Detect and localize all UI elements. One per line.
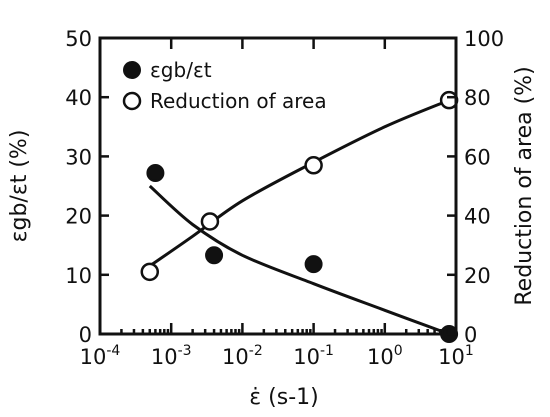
y-right-tick-label: 0 xyxy=(464,323,477,347)
legend-label-series-2: Reduction of area xyxy=(150,89,327,113)
legend-marker-filled xyxy=(123,61,141,79)
x-tick-label: 10-3 xyxy=(151,343,192,369)
y-axis-title-right: Reduction of area (%) xyxy=(512,66,537,305)
y-left-tick-label: 40 xyxy=(65,86,92,110)
data-point-series-1 xyxy=(146,163,165,182)
y-right-tick-label: 100 xyxy=(464,27,504,51)
trend-line-series-1 xyxy=(148,184,450,336)
data-point-series-1 xyxy=(304,255,323,274)
x-tick-label: 10-4 xyxy=(80,343,121,369)
data-points xyxy=(140,90,459,343)
legend-label-series-1: εgb/εt xyxy=(150,58,212,82)
data-point-series-2 xyxy=(200,212,220,231)
y-left-tick-label: 50 xyxy=(65,27,92,51)
y-right-tick-label: 20 xyxy=(464,264,491,288)
y-left-tick-label: 10 xyxy=(65,264,92,288)
legend: εgb/εt Reduction of area xyxy=(122,58,327,113)
y-right-tick-label: 80 xyxy=(464,86,491,110)
x-tick-label: 10-2 xyxy=(222,343,263,369)
y-right-tick-label: 60 xyxy=(464,145,491,169)
x-tick-label: 10-1 xyxy=(293,343,334,369)
y-left-tick-label: 0 xyxy=(79,323,92,347)
trend-curves xyxy=(148,98,450,336)
y-right-tick-label: 40 xyxy=(464,205,491,229)
axis-ticks xyxy=(98,36,458,336)
tick-labels: 0 10 20 30 40 50 0 20 40 60 80 100 10-4 10-3 10-2 10-1 1… xyxy=(65,27,504,369)
y-left-tick-label: 30 xyxy=(65,145,92,169)
x-tick-label: 101 xyxy=(438,343,474,369)
data-point-series-2 xyxy=(140,262,160,282)
trend-line-series-2 xyxy=(148,98,450,268)
x-tick-label: 100 xyxy=(367,343,403,369)
data-point-series-1 xyxy=(205,246,224,265)
data-point-series-2 xyxy=(304,156,323,175)
y-axis-title-left: εgb/εt (%) xyxy=(7,130,32,243)
x-axis-title: ε̇ (s-1) xyxy=(249,385,318,410)
plot-frame xyxy=(98,36,458,336)
y-left-tick-label: 20 xyxy=(65,205,92,229)
legend-marker-open xyxy=(122,91,142,111)
